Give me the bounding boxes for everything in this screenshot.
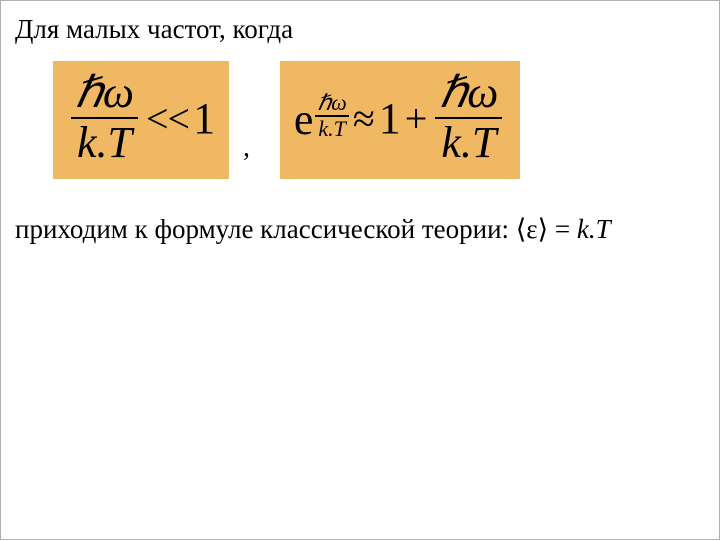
formula-2-fraction: ℏω k.T	[435, 69, 502, 167]
formula-2-epow: e ℏω k.T	[294, 94, 349, 142]
formula-2-frac-den: k.T	[437, 119, 500, 167]
formula-2-one: 1	[379, 93, 401, 144]
formula-2: e ℏω k.T ≈ 1 + ℏω k.T	[294, 69, 506, 167]
slide-page: Для малых частот, когда ℏω k.T << 1 , e	[0, 0, 720, 540]
intro-line: Для малых частот, когда	[15, 13, 705, 45]
formula-2-frac-num: ℏω	[435, 69, 502, 117]
formula-1-num: ℏω	[71, 69, 138, 117]
conclusion-kT: k.T	[577, 214, 611, 244]
formula-2-exp-den-T: T	[334, 116, 346, 141]
formula-2-exp-den-k: k.	[318, 116, 333, 141]
conclusion-eq: ⟨ε⟩ =	[516, 214, 577, 244]
formula-box-1: ℏω k.T << 1	[53, 61, 229, 179]
formula-1: ℏω k.T << 1	[67, 69, 215, 167]
formula-2-frac-den-k: k.	[441, 118, 472, 167]
formula-2-approx: ≈	[349, 95, 379, 142]
formula-2-exponent: ℏω k.T	[315, 92, 348, 140]
formula-1-fraction: ℏω k.T	[71, 69, 138, 167]
formula-row: ℏω k.T << 1 , e ℏω	[53, 61, 705, 179]
formula-box-2: e ℏω k.T ≈ 1 + ℏω k.T	[280, 61, 520, 179]
formula-1-den: k.T	[73, 119, 136, 167]
formula-2-frac-den-T: T	[472, 118, 496, 167]
formula-1-den-T: T	[108, 118, 132, 167]
separator-comma: ,	[243, 134, 250, 179]
conclusion-pre: приходим к формуле классической теории:	[15, 214, 516, 244]
formula-1-rhs: 1	[193, 93, 215, 144]
formula-2-e: e	[294, 98, 314, 142]
conclusion-line: приходим к формуле классической теории: …	[15, 213, 705, 245]
formula-2-plus: +	[401, 95, 432, 142]
formula-1-den-k: k.	[77, 118, 108, 167]
formula-2-exp-num: ℏω	[315, 92, 348, 114]
formula-2-exp-den: k.T	[316, 118, 348, 140]
formula-1-op: <<	[142, 95, 193, 142]
